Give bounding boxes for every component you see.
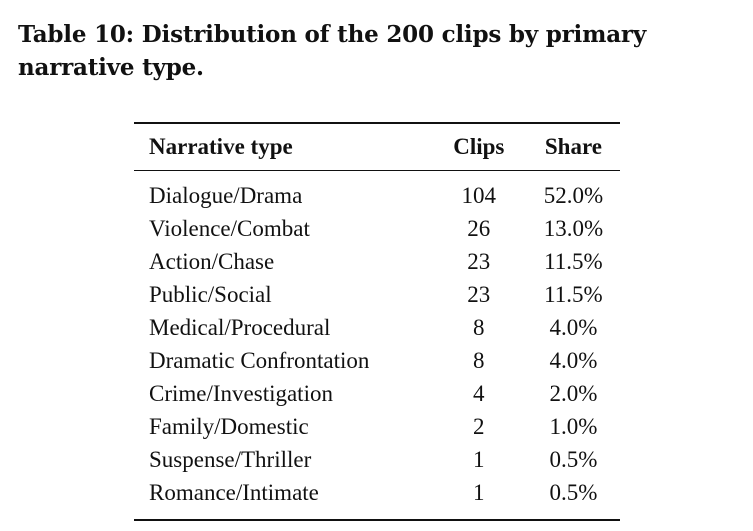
cell-share: 0.5%	[549, 480, 598, 505]
cell-narrative-type: Dialogue/Drama	[149, 183, 303, 208]
cell-share: 4.0%	[549, 315, 598, 340]
cell-share: 0.5%	[549, 447, 598, 472]
table-row: Dramatic Confrontation 8 4.0%	[134, 344, 620, 377]
cell-share: 11.5%	[544, 282, 603, 307]
cell-narrative-type: Violence/Combat	[149, 216, 310, 241]
narrative-type-table: Narrative type Clips Share Dialogue/Dram…	[134, 122, 620, 521]
table-header: Narrative type Clips Share	[134, 123, 620, 171]
cell-share: 4.0%	[549, 348, 598, 373]
cell-clips: 23	[467, 249, 491, 274]
cell-clips: 1	[473, 447, 485, 472]
cell-clips: 104	[461, 183, 497, 208]
cell-share: 2.0%	[549, 381, 598, 406]
table-row: Action/Chase 23 11.5%	[134, 245, 620, 278]
cell-clips: 2	[473, 414, 485, 439]
cell-clips: 8	[473, 315, 485, 340]
cell-narrative-type: Medical/Procedural	[149, 315, 331, 340]
header-share: Share	[544, 134, 602, 159]
table-row: Romance/Intimate 1 0.5%	[134, 476, 620, 520]
header-clips: Clips	[453, 134, 505, 159]
table-body: Dialogue/Drama 104 52.0% Violence/Combat…	[134, 171, 620, 520]
header-narrative-type: Narrative type	[149, 134, 293, 159]
cell-narrative-type: Public/Social	[149, 282, 272, 307]
table: Narrative type Clips Share Dialogue/Dram…	[134, 122, 620, 521]
table-row: Suspense/Thriller 1 0.5%	[134, 443, 620, 476]
cell-clips: 8	[473, 348, 485, 373]
cell-share: 13.0%	[543, 216, 604, 241]
table-row: Family/Domestic 2 1.0%	[134, 410, 620, 443]
cell-narrative-type: Family/Domestic	[149, 414, 309, 439]
cell-narrative-type: Romance/Intimate	[149, 480, 319, 505]
cell-share: 52.0%	[543, 183, 604, 208]
header-row: Narrative type Clips Share	[134, 123, 620, 171]
cell-narrative-type: Suspense/Thriller	[149, 447, 312, 472]
table-row: Public/Social 23 11.5%	[134, 278, 620, 311]
cell-clips: 26	[467, 216, 491, 241]
cell-clips: 4	[473, 381, 485, 406]
cell-narrative-type: Action/Chase	[149, 249, 275, 274]
cell-narrative-type: Crime/Investigation	[149, 381, 333, 406]
cell-share: 11.5%	[544, 249, 603, 274]
table-row: Dialogue/Drama 104 52.0%	[134, 171, 620, 213]
cell-clips: 1	[473, 480, 485, 505]
table-row: Crime/Investigation 4 2.0%	[134, 377, 620, 410]
table-caption: Table 10: Distribution of the 200 clips …	[18, 21, 647, 81]
cell-clips: 23	[467, 282, 491, 307]
cell-narrative-type: Dramatic Confrontation	[149, 348, 370, 373]
table-row: Medical/Procedural 8 4.0%	[134, 311, 620, 344]
table-row: Violence/Combat 26 13.0%	[134, 212, 620, 245]
cell-share: 1.0%	[549, 414, 598, 439]
